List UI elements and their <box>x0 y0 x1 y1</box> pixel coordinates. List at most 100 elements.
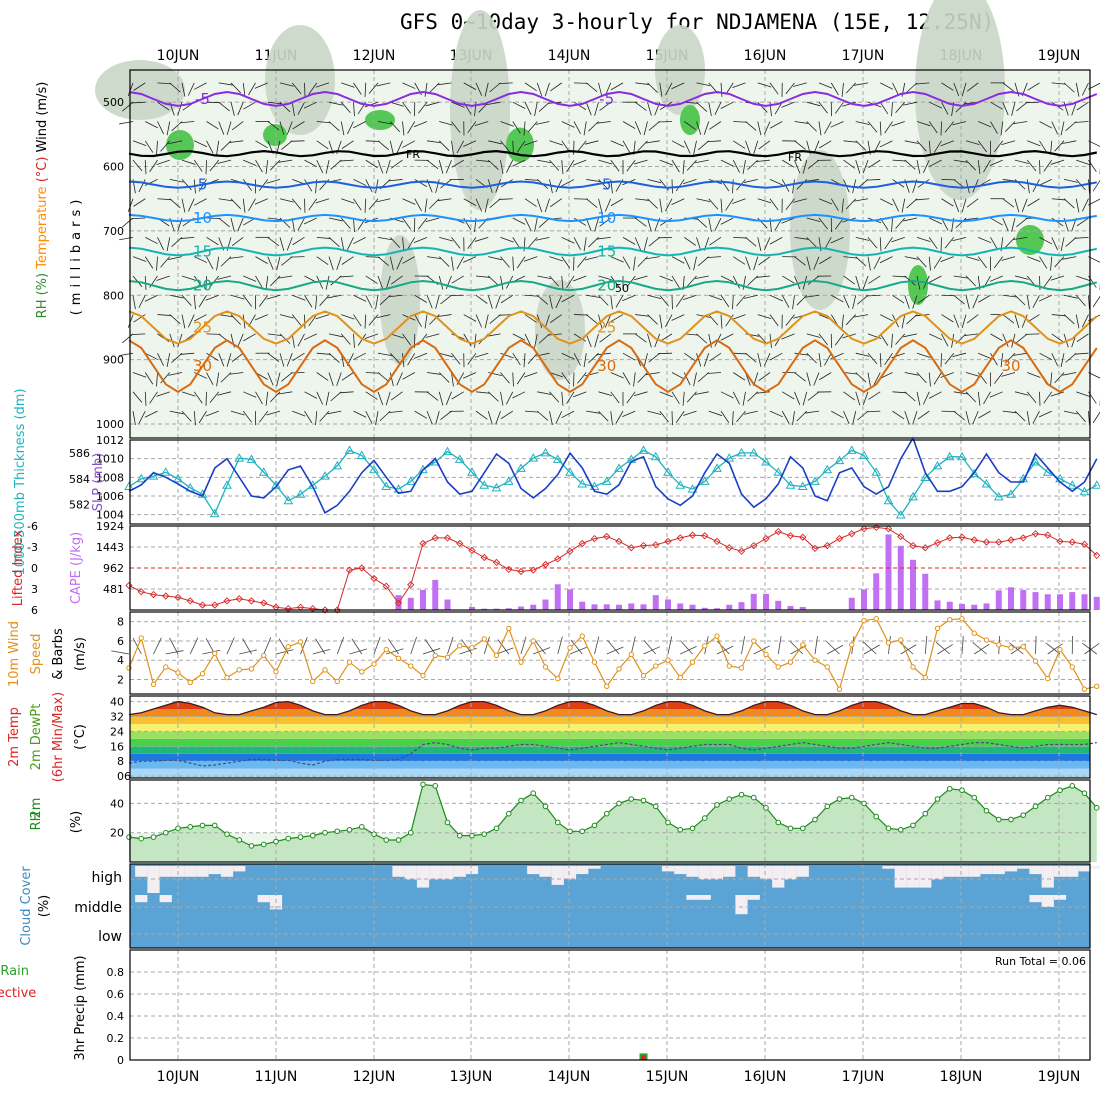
wind-barb <box>953 294 965 305</box>
wind-barb <box>181 198 186 213</box>
wind-barb <box>1039 121 1053 129</box>
wind-barb <box>180 352 195 355</box>
wind-barb <box>990 217 1003 226</box>
lifted-index-point <box>137 588 145 596</box>
wind-barb <box>266 179 281 184</box>
thickness-point <box>834 455 845 465</box>
wind-barb <box>966 198 979 208</box>
lifted-index-point <box>750 541 758 550</box>
lifted-index-point <box>823 541 831 550</box>
cape-bar <box>775 600 782 610</box>
wind-speed-point <box>751 638 757 644</box>
wind-barb <box>527 237 538 249</box>
wind-barb <box>414 294 427 303</box>
wind-barb <box>365 295 373 308</box>
lifted-index-point <box>835 534 844 543</box>
wind-barb <box>451 372 454 387</box>
y-tick-label: 6 <box>124 770 131 783</box>
temp-color-band <box>130 731 1090 739</box>
wind-barb <box>862 159 869 174</box>
lifted-index-point <box>174 593 182 602</box>
wind-barb <box>819 140 832 149</box>
wind-barb <box>265 391 269 406</box>
wind-barb <box>635 333 647 343</box>
lifted-index-point <box>1044 531 1052 539</box>
thickness-point <box>773 467 784 476</box>
wind-barb <box>906 314 918 325</box>
wind-barb <box>292 121 305 130</box>
isotherm-label: 30 <box>1001 357 1020 375</box>
lifted-index-point <box>1019 534 1027 542</box>
wind-barb <box>347 237 354 251</box>
wind-barb <box>341 198 355 204</box>
wind-barb <box>451 101 465 108</box>
wind-barb <box>1092 179 1100 192</box>
panel-border <box>129 69 1091 439</box>
wind-barb <box>390 159 403 169</box>
y-tick-label: 481 <box>103 583 124 596</box>
wind-barb <box>586 179 601 183</box>
thickness-point <box>528 453 539 462</box>
thickness-point <box>124 481 134 491</box>
rh-point <box>677 826 684 833</box>
y-tick-label: 3 <box>31 583 38 596</box>
wind-barb <box>855 256 867 267</box>
wind-barb <box>202 649 221 655</box>
wind-barb <box>904 159 916 170</box>
wind-barb <box>972 410 979 425</box>
wind-barb <box>132 256 147 262</box>
wind-barb <box>524 82 537 92</box>
cape-bar <box>1081 594 1088 610</box>
wind-barb <box>598 391 613 397</box>
wind-barb <box>292 410 306 417</box>
wind-barb <box>242 410 252 423</box>
wind-barb <box>127 82 134 97</box>
wind-barb <box>634 121 642 135</box>
lifted-index-point <box>774 527 782 536</box>
lifted-index-point <box>162 592 170 600</box>
wind-barb <box>785 198 795 211</box>
cape-bar <box>579 601 586 610</box>
wind-barb <box>928 159 942 168</box>
temp-color-band <box>130 723 1090 732</box>
wind-barb <box>292 352 305 361</box>
wind-barb <box>1075 295 1086 307</box>
lifted-index-point <box>848 530 856 538</box>
thickness-point <box>160 467 171 476</box>
wind-barb <box>243 159 257 166</box>
wind-barb <box>659 82 663 97</box>
wind-barb <box>929 101 943 109</box>
wind-barb <box>633 256 636 271</box>
wind-barb <box>217 275 232 280</box>
wind-barb <box>319 410 330 422</box>
wind-barb <box>402 140 415 148</box>
cape-bar <box>922 573 929 610</box>
wind-barb <box>341 140 354 149</box>
rh-high-area <box>166 130 194 160</box>
wind-barb <box>1032 410 1040 424</box>
wind-speed-point <box>787 659 794 665</box>
wind-barb <box>330 275 342 286</box>
wind-speed-point <box>910 664 916 670</box>
wind-barb <box>500 294 513 304</box>
wind-speed-point <box>469 644 475 651</box>
wind-barb <box>570 639 583 655</box>
wind-barb <box>463 314 477 322</box>
rh-point <box>469 832 475 839</box>
wind-barb <box>1002 217 1009 232</box>
wind-barb <box>733 121 748 123</box>
wind-barb <box>463 140 477 147</box>
wind-barb <box>895 101 906 114</box>
wind-barb <box>643 646 661 655</box>
rh-high-area <box>263 124 287 146</box>
lifted-index-point <box>933 539 942 547</box>
wind-speed-point <box>248 666 255 672</box>
lifted-index-point <box>529 566 537 574</box>
wind-barb <box>610 159 620 172</box>
wind-barb <box>304 391 318 399</box>
rh-point <box>983 807 990 814</box>
wind-barb <box>304 179 313 192</box>
wind-speed-point <box>983 637 990 643</box>
wind-barb <box>1004 352 1016 364</box>
